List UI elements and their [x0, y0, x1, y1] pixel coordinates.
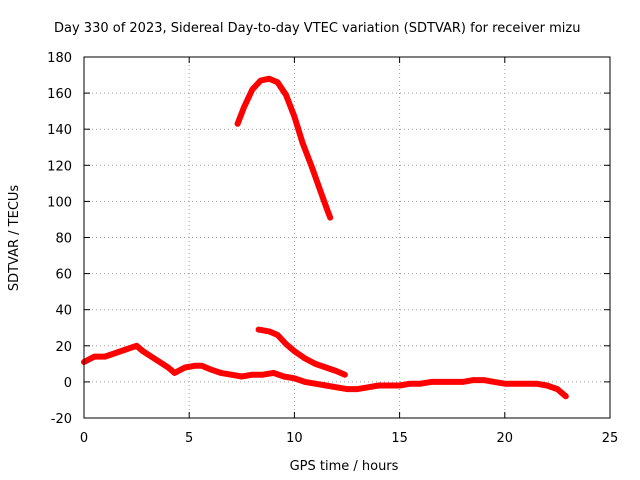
y-tick-label: 0: [64, 376, 72, 391]
y-tick-label: 100: [47, 195, 72, 210]
x-tick-label: 10: [286, 431, 303, 446]
tick-labels: 0 5 10 15 20 25 -20 0 20 40 60 80 100 120 140 160 180: [47, 51, 618, 446]
axis-ticks: [83, 56, 611, 419]
series-middle-segment: [255, 326, 348, 378]
chart-title: Day 330 of 2023, Sidereal Day-to-day VTE…: [54, 21, 580, 36]
x-tick-label: 5: [185, 431, 193, 446]
x-tick-label: 15: [391, 431, 408, 446]
y-tick-label: 160: [47, 87, 72, 102]
x-tick-label: 20: [497, 431, 514, 446]
y-tick-label: -20: [51, 412, 72, 427]
y-tick-label: 120: [47, 159, 72, 174]
y-tick-label: 60: [55, 268, 72, 283]
data-series: [81, 75, 569, 400]
y-axis-label: SDTVAR / TECUs: [7, 185, 22, 292]
y-tick-label: 80: [55, 232, 72, 247]
y-tick-label: 40: [55, 304, 72, 319]
x-axis-label: GPS time / hours: [290, 459, 399, 474]
y-tick-label: 180: [47, 51, 72, 66]
x-tick-label: 25: [602, 431, 619, 446]
x-tick-label: 0: [80, 431, 88, 446]
y-tick-label: 20: [55, 340, 72, 355]
series-main-trace: [81, 342, 569, 400]
series-upper-arc: [234, 75, 334, 221]
y-tick-label: 140: [47, 123, 72, 138]
